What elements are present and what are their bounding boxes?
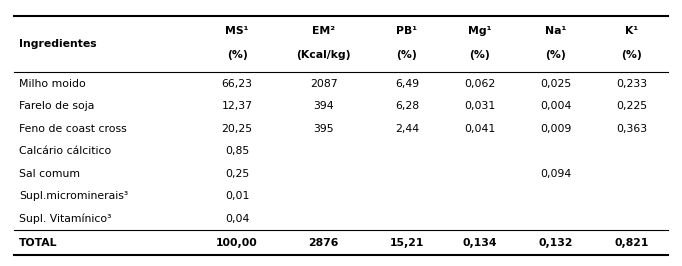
Text: 395: 395 [313,124,334,134]
Text: 0,225: 0,225 [617,101,647,111]
Text: TOTAL: TOTAL [19,238,57,248]
Text: 0,094: 0,094 [540,169,572,179]
Text: Mg¹: Mg¹ [468,26,491,36]
Text: 20,25: 20,25 [222,124,252,134]
Text: 12,37: 12,37 [222,101,252,111]
Text: 0,132: 0,132 [539,238,573,248]
Text: (%): (%) [396,50,417,60]
Text: EM²: EM² [312,26,336,36]
Text: Milho moido: Milho moido [19,78,86,89]
Text: 0,025: 0,025 [540,78,572,89]
Text: 0,004: 0,004 [540,101,572,111]
Text: 0,233: 0,233 [617,78,647,89]
Text: 0,04: 0,04 [225,214,249,224]
Text: Supl. Vitamínico³: Supl. Vitamínico³ [19,214,111,224]
Text: Farelo de soja: Farelo de soja [19,101,95,111]
Text: Feno de coast cross: Feno de coast cross [19,124,127,134]
Text: 2,44: 2,44 [395,124,419,134]
Text: PB¹: PB¹ [396,26,417,36]
Text: 100,00: 100,00 [216,238,258,248]
Text: (%): (%) [226,50,248,60]
Text: (%): (%) [621,50,642,60]
Text: MS¹: MS¹ [225,26,249,36]
Text: K¹: K¹ [625,26,638,36]
Text: (Kcal/kg): (Kcal/kg) [297,50,351,60]
Text: 0,031: 0,031 [464,101,495,111]
Text: Sal comum: Sal comum [19,169,80,179]
Text: 0,363: 0,363 [617,124,647,134]
Text: 15,21: 15,21 [389,238,424,248]
Text: 0,062: 0,062 [464,78,495,89]
Text: 0,041: 0,041 [464,124,495,134]
Text: 66,23: 66,23 [222,78,252,89]
Text: (%): (%) [546,50,566,60]
Text: 2876: 2876 [308,238,339,248]
Text: Calcário cálcitico: Calcário cálcitico [19,146,111,156]
Text: 0,009: 0,009 [540,124,572,134]
Text: 0,25: 0,25 [225,169,249,179]
Text: 2087: 2087 [310,78,338,89]
Text: Ingredientes: Ingredientes [19,39,97,49]
Text: Na¹: Na¹ [545,26,567,36]
Text: 6,28: 6,28 [395,101,419,111]
Text: 394: 394 [313,101,334,111]
Text: Supl.microminerais³: Supl.microminerais³ [19,191,128,201]
Text: 6,49: 6,49 [395,78,419,89]
Text: 0,134: 0,134 [462,238,496,248]
Text: 0,01: 0,01 [225,191,249,201]
Text: (%): (%) [469,50,490,60]
Text: 0,85: 0,85 [225,146,249,156]
Text: 0,821: 0,821 [614,238,649,248]
